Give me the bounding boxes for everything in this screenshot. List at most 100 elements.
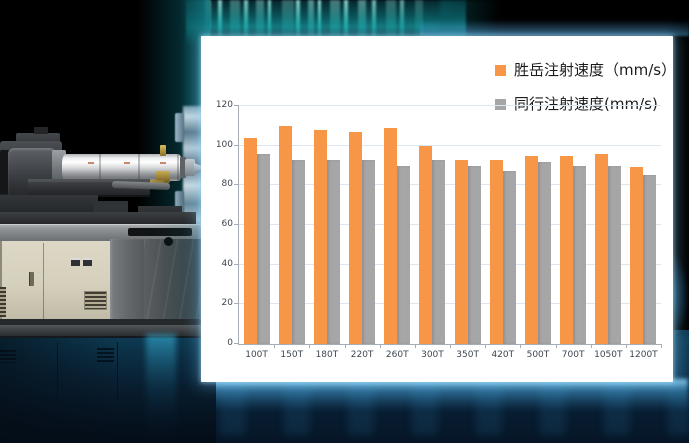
- reflection-fade: [0, 338, 216, 443]
- bar-group-1050T: 1050T: [591, 106, 626, 360]
- machine-cabinet-bottom: [0, 319, 208, 325]
- bar-group-260T: 260T: [380, 106, 415, 360]
- bar-shengyue-500T: [524, 155, 538, 344]
- x-axis-label: 180T: [315, 350, 339, 360]
- light-streak: [256, 0, 264, 46]
- light-streak: [218, 0, 222, 46]
- x-axis-label: 1050T: [594, 350, 623, 360]
- bar-tonghang-100T: [256, 153, 270, 344]
- chart-legend: 胜岳注射速度（mm/s） 同行注射速度(mm/s): [495, 60, 676, 128]
- x-axis-tick: [555, 344, 557, 348]
- y-axis-tick-label: 0: [227, 338, 233, 348]
- machine-nozzle-ring: [180, 157, 186, 178]
- light-streak: [400, 0, 404, 46]
- x-axis-tick: [485, 344, 487, 348]
- x-axis-tick: [661, 344, 662, 348]
- bar-group-500T: 500T: [520, 106, 555, 360]
- machine-nozzle-tip: [194, 163, 201, 172]
- x-axis-label: 420T: [491, 350, 515, 360]
- x-axis-tick: [414, 344, 416, 348]
- y-axis-tick: [234, 184, 239, 186]
- machine-door-seam: [43, 243, 44, 319]
- bar-shengyue-150T: [278, 125, 292, 344]
- machine-cabinet-gray-panel: [110, 239, 144, 321]
- x-axis-label: 700T: [561, 350, 585, 360]
- x-axis-label: 150T: [280, 350, 304, 360]
- x-axis-label: 300T: [421, 350, 444, 360]
- bar-shengyue-100T: [243, 137, 257, 344]
- bar-tonghang-1200T: [643, 175, 657, 344]
- machine-gearbox-cap: [0, 150, 10, 194]
- light-streak: [330, 0, 340, 46]
- bar-shengyue-1200T: [630, 167, 644, 344]
- legend-item-shengyue: 胜岳注射速度（mm/s）: [495, 60, 676, 81]
- gridline: [239, 184, 661, 186]
- light-streak: [344, 0, 348, 46]
- light-streak: [415, 0, 423, 46]
- legend-label-shengyue: 胜岳注射速度（mm/s）: [514, 61, 677, 79]
- light-streak: [358, 0, 366, 46]
- bar-tonghang-350T: [467, 165, 481, 344]
- bar-group-300T: 300T: [415, 106, 450, 360]
- y-axis-tick-label: 40: [221, 258, 233, 269]
- x-axis-tick: [520, 344, 522, 348]
- x-axis-label: 220T: [350, 350, 374, 360]
- legend-swatch-gray-icon: [495, 99, 506, 110]
- x-axis-label: 1200T: [629, 350, 658, 360]
- light-streak: [372, 0, 376, 46]
- y-axis-tick: [234, 144, 239, 146]
- y-axis-tick: [234, 224, 239, 225]
- gridline: [239, 224, 661, 225]
- bar-shengyue-1050T: [595, 153, 609, 344]
- gridline: [239, 105, 661, 106]
- machine-vent-grille: [0, 287, 6, 317]
- light-streak: [296, 0, 300, 46]
- bar-shengyue-300T: [419, 145, 433, 344]
- y-axis-tick-label: 60: [221, 219, 233, 229]
- y-axis-tick: [234, 303, 239, 305]
- bar-tonghang-700T: [573, 165, 587, 344]
- bar-groups: 100T 150T 180T 220T 260T 300T 350T 420T 500T 700T…: [239, 106, 662, 360]
- legend-swatch-orange-icon: [495, 65, 506, 76]
- bar-shengyue-260T: [384, 127, 398, 344]
- x-axis-tick: [590, 344, 592, 348]
- x-axis-label: 500T: [526, 350, 550, 360]
- gridline: [239, 263, 661, 265]
- machine-clamp-flange: [175, 191, 184, 218]
- gridlines: [239, 105, 661, 344]
- bar-tonghang-1050T: [608, 165, 622, 344]
- y-axis-tick-label: 120: [215, 100, 233, 110]
- bar-tonghang-180T: [326, 159, 340, 344]
- machine-vent-grille: [84, 291, 107, 310]
- bar-tonghang-260T: [397, 165, 411, 344]
- bar-shengyue-180T: [313, 129, 327, 344]
- light-streak: [386, 0, 396, 46]
- x-axis-tick: [625, 344, 627, 348]
- floor-strip: [0, 325, 208, 336]
- glow-above-panel: [420, 20, 689, 36]
- y-axis-tick: [234, 343, 239, 344]
- bar-shengyue-700T: [560, 155, 574, 344]
- bar-tonghang-150T: [291, 159, 305, 344]
- glow-under-panel: [196, 379, 688, 411]
- x-axis-tick: [379, 344, 381, 348]
- machine-gearbox-pipe: [34, 127, 48, 134]
- bar-group-350T: 350T: [450, 106, 485, 360]
- light-streak: [282, 0, 294, 46]
- machine-cabinet-slot: [128, 228, 192, 236]
- y-axis-tick-label: 20: [221, 298, 233, 309]
- floor-edge: [0, 336, 208, 338]
- x-axis-tick: [450, 344, 451, 348]
- machine-indicator-button: [71, 258, 80, 266]
- bar-shengyue-220T: [349, 131, 363, 344]
- machine-floor-reflection: [0, 334, 216, 443]
- bar-tonghang-420T: [502, 171, 516, 344]
- light-streak: [308, 0, 314, 46]
- machine-platform: [0, 212, 196, 225]
- chart-panel: 胜岳注射速度（mm/s） 同行注射速度(mm/s) 0 20 40 60 80 100 12…: [201, 36, 676, 382]
- y-axis-tick: [234, 263, 239, 265]
- legend-item-tonghang: 同行注射速度(mm/s): [495, 94, 676, 115]
- machine-nozzle: [185, 159, 195, 176]
- legend-label-tonghang: 同行注射速度(mm/s): [514, 95, 658, 113]
- machine-door-handle: [29, 272, 34, 286]
